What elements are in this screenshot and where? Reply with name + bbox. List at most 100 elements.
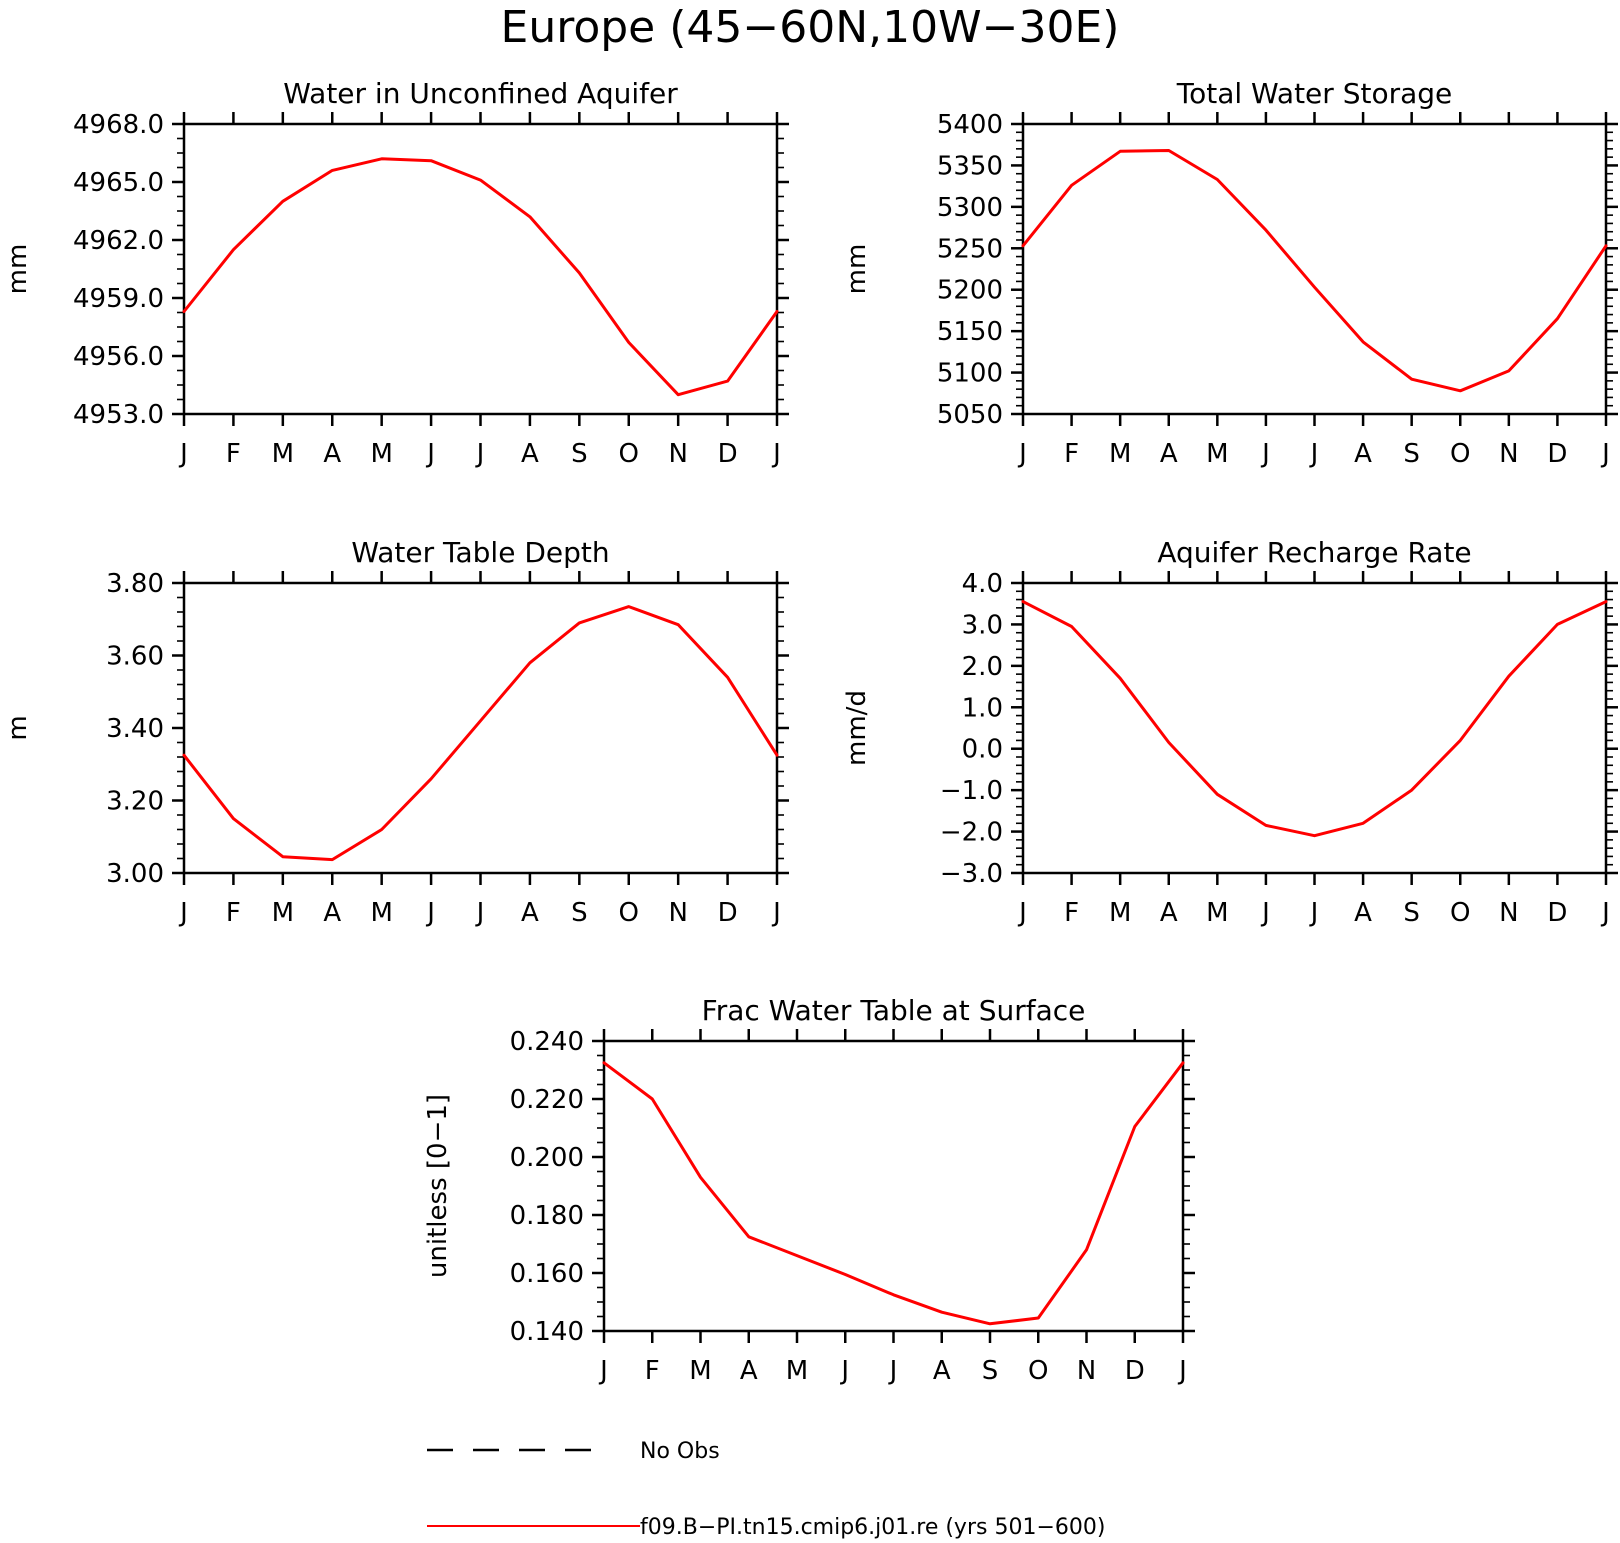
y-tick-label: 0.140 <box>510 1317 584 1347</box>
y-tick-label: 3.40 <box>106 714 164 744</box>
panel-title: Aquifer Recharge Rate <box>1157 536 1471 569</box>
x-tick-label: J <box>475 439 485 469</box>
plot-frame <box>182 122 779 416</box>
y-tick-label: 0.220 <box>510 1085 584 1115</box>
x-tick-label: O <box>1028 1356 1048 1386</box>
x-tick-label: S <box>982 1356 999 1386</box>
x-tick-label: J <box>178 898 188 928</box>
x-tick-label: D <box>718 898 738 928</box>
x-tick-label: F <box>1064 898 1079 928</box>
x-tick-label: A <box>740 1356 758 1386</box>
x-tick-label: J <box>425 898 435 928</box>
x-tick-label: S <box>1403 439 1420 469</box>
x-tick-label: O <box>619 898 639 928</box>
y-tick-label: 3.20 <box>106 787 164 817</box>
y-tick-label: 2.0 <box>962 652 1003 682</box>
x-tick-label: N <box>668 439 687 469</box>
legend-label-model: f09.B−PI.tn15.cmip6.j01.re (yrs 501−600) <box>640 1515 1105 1540</box>
panel-frac-water-table-at-surface: Frac Water Table at Surface unitless [0−… <box>423 994 1195 1386</box>
plot-frame <box>1021 122 1608 416</box>
x-tick-label: J <box>425 439 435 469</box>
x-tick-label: A <box>1160 439 1178 469</box>
y-tick-label: 4959.0 <box>73 284 164 314</box>
x-tick-label: N <box>668 898 687 928</box>
x-tick-label: A <box>1354 898 1372 928</box>
y-tick-label: 3.00 <box>106 859 164 889</box>
x-tick-label: J <box>1017 898 1027 928</box>
y-tick-label: 5250 <box>937 234 1003 264</box>
y-tick-label: 5200 <box>937 276 1003 306</box>
series-line <box>602 1061 1185 1326</box>
x-tick-label: J <box>1600 898 1610 928</box>
figure-title: Europe (45−60N,10W−30E) <box>501 2 1120 53</box>
x-tick-label: M <box>689 1356 711 1386</box>
x-tick-label: F <box>1064 439 1079 469</box>
y-axis-label: mm/d <box>842 690 872 766</box>
x-tick-label: F <box>226 439 241 469</box>
x-tick-label: A <box>521 439 539 469</box>
x-tick-label: M <box>370 898 392 928</box>
y-tick-label: 0.200 <box>510 1143 584 1173</box>
x-tick-label: J <box>178 439 188 469</box>
x-tick-label: D <box>1547 898 1567 928</box>
y-axis-label: mm <box>3 244 33 295</box>
x-tick-label: J <box>1309 439 1319 469</box>
x-tick-label: O <box>1450 439 1470 469</box>
x-tick-label: J <box>1600 439 1610 469</box>
series-line <box>182 605 779 862</box>
y-tick-label: 5050 <box>937 400 1003 430</box>
x-tick-label: A <box>521 898 539 928</box>
x-tick-label: J <box>1260 898 1270 928</box>
y-tick-label: 5400 <box>937 110 1003 140</box>
x-tick-label: D <box>718 439 738 469</box>
y-tick-label: 4968.0 <box>73 110 164 140</box>
series-line <box>1021 600 1608 838</box>
panel-title: Water Table Depth <box>351 536 609 569</box>
plot-frame <box>1021 581 1608 875</box>
x-tick-label: O <box>619 439 639 469</box>
plot-frame <box>602 1039 1185 1333</box>
panel-title: Total Water Storage <box>1176 77 1453 110</box>
series-line <box>182 157 779 397</box>
x-tick-label: J <box>1177 1356 1187 1386</box>
y-tick-label: 4965.0 <box>73 168 164 198</box>
x-tick-label: S <box>1403 898 1420 928</box>
x-tick-label: M <box>1109 898 1131 928</box>
x-tick-label: S <box>571 439 588 469</box>
y-tick-label: 0.240 <box>510 1027 584 1057</box>
x-tick-label: M <box>272 898 294 928</box>
x-tick-label: J <box>1260 439 1270 469</box>
y-tick-label: 3.0 <box>962 610 1003 640</box>
panel-title: Water in Unconfined Aquifer <box>283 77 678 110</box>
y-tick-label: 5300 <box>937 193 1003 223</box>
x-tick-label: M <box>272 439 294 469</box>
x-tick-label: F <box>226 898 241 928</box>
legend: No Obs f09.B−PI.tn15.cmip6.j01.re (yrs 5… <box>427 1439 1105 1540</box>
y-axis-label: unitless [0−1] <box>423 1094 453 1278</box>
x-tick-label: J <box>598 1356 608 1386</box>
y-tick-label: 5150 <box>937 317 1003 347</box>
panel-water-table-depth: Water Table Depth m J F M A M J J A S O N D J3.003.2… <box>3 536 789 928</box>
x-tick-label: F <box>645 1356 660 1386</box>
x-tick-label: J <box>771 898 781 928</box>
y-axis-label: m <box>3 715 33 740</box>
x-tick-label: N <box>1499 898 1518 928</box>
y-tick-label: −2.0 <box>940 818 1003 848</box>
series-line <box>1021 149 1608 393</box>
x-tick-label: D <box>1547 439 1567 469</box>
y-tick-label: 3.60 <box>106 642 164 672</box>
y-tick-label: 0.0 <box>962 735 1003 765</box>
x-tick-label: J <box>888 1356 898 1386</box>
x-tick-label: A <box>933 1356 951 1386</box>
y-tick-label: 0.180 <box>510 1201 584 1231</box>
y-tick-label: −3.0 <box>940 859 1003 889</box>
y-tick-label: 1.0 <box>962 693 1003 723</box>
x-tick-label: J <box>1017 439 1027 469</box>
x-tick-label: A <box>1160 898 1178 928</box>
x-tick-label: J <box>839 1356 849 1386</box>
x-tick-label: M <box>1206 439 1228 469</box>
y-tick-label: 4953.0 <box>73 400 164 430</box>
x-tick-label: M <box>1109 439 1131 469</box>
